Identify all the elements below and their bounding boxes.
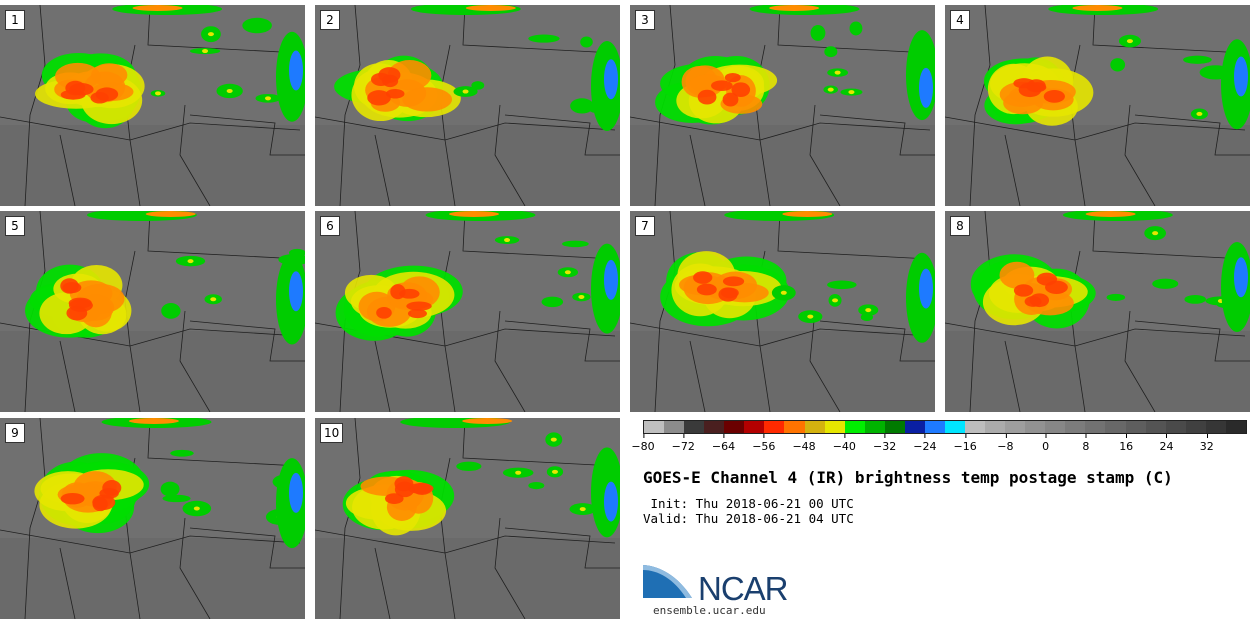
colorbar-swatch: [1205, 421, 1226, 433]
member-number: 3: [635, 10, 655, 30]
colorbar-swatch: [664, 421, 685, 433]
ir-map: [945, 5, 1250, 206]
colorbar-tick-label: −48: [792, 434, 816, 453]
colorbar-tick-label: −64: [712, 434, 735, 453]
colorbar-swatch: [1145, 421, 1166, 433]
colorbar-swatch: [824, 421, 845, 433]
colorbar-swatch: [644, 421, 665, 433]
colorbar-swatch: [944, 421, 965, 433]
colorbar-tick-label: 24: [1159, 434, 1173, 453]
colorbar-swatch: [1225, 421, 1246, 433]
member-number: 5: [5, 216, 25, 236]
member-number: 9: [5, 423, 25, 443]
postage-stamp-3: 3: [630, 5, 935, 206]
colorbar-swatch: [1065, 421, 1086, 433]
ir-map: [630, 5, 935, 206]
colorbar-tick-label: −8: [997, 434, 1014, 453]
colorbar-swatch: [1005, 421, 1026, 433]
postage-stamp-9: 9: [0, 418, 305, 619]
ir-map: [315, 211, 620, 412]
postage-stamp-8: 8: [945, 211, 1250, 412]
colorbar-ticks: −80 −72 −64 −56 −48 −40 −32 −24 −16 −8 0 8 16 24 32: [631, 434, 1247, 458]
ir-map: [945, 211, 1250, 412]
member-number: 6: [320, 216, 340, 236]
colorbar-tick-label: −16: [954, 434, 977, 453]
colorbar-swatch: [704, 421, 725, 433]
postage-stamp-6: 6: [315, 211, 620, 412]
colorbar-swatch: [784, 421, 805, 433]
member-number: 1: [5, 10, 25, 30]
colorbar-tick-label: −24: [913, 434, 936, 453]
valid-time: Valid: Thu 2018-06-21 04 UTC: [643, 511, 854, 526]
ncar-wordmark: NCAR: [698, 570, 788, 605]
colorbar-swatch: [864, 421, 885, 433]
colorbar-tick-label: −40: [833, 434, 856, 453]
colorbar-swatch: [804, 421, 825, 433]
init-time: Init: Thu 2018-06-21 00 UTC: [643, 496, 854, 511]
colorbar-swatch: [1165, 421, 1186, 433]
colorbar-tick-label: 16: [1119, 434, 1133, 453]
colorbar-tick-label: −56: [752, 434, 775, 453]
colorbar-swatch: [965, 421, 986, 433]
postage-stamp-4: 4: [945, 5, 1250, 206]
colorbar-swatch: [844, 421, 865, 433]
colorbar-swatch: [985, 421, 1006, 433]
temperature-colorbar: [643, 420, 1247, 434]
colorbar-swatch: [1085, 421, 1106, 433]
colorbar-swatch: [764, 421, 785, 433]
ir-map: [315, 418, 620, 619]
colorbar-swatch: [684, 421, 705, 433]
colorbar-swatch: [924, 421, 945, 433]
member-number: 10: [320, 423, 344, 443]
colorbar-swatch: [1185, 421, 1206, 433]
postage-stamp-7: 7: [630, 211, 935, 412]
colorbar-tick-label: 32: [1200, 434, 1214, 453]
product-title: GOES-E Channel 4 (IR) brightness temp po…: [643, 468, 1173, 487]
website-link[interactable]: ensemble.ucar.edu: [653, 604, 766, 617]
ir-map: [315, 5, 620, 206]
member-number: 2: [320, 10, 340, 30]
colorbar-swatch: [904, 421, 925, 433]
ncar-logo: NCAR: [643, 565, 789, 605]
ir-map: [630, 211, 935, 412]
colorbar-tick-label: 8: [1082, 434, 1089, 453]
postage-stamp-1: 1: [0, 5, 305, 206]
colorbar-swatch: [1105, 421, 1126, 433]
postage-stamp-10: 10: [315, 418, 620, 619]
colorbar-tick-label: −72: [672, 434, 695, 453]
colorbar-swatch: [1125, 421, 1146, 433]
postage-stamp-2: 2: [315, 5, 620, 206]
colorbar-swatch: [884, 421, 905, 433]
colorbar-tick-label: 0: [1042, 434, 1049, 453]
colorbar-swatch: [744, 421, 765, 433]
member-number: 8: [950, 216, 970, 236]
colorbar-swatch: [724, 421, 745, 433]
ir-map: [0, 418, 305, 619]
ir-map: [0, 211, 305, 412]
colorbar-tick-label: −32: [873, 434, 896, 453]
ir-map: [0, 5, 305, 206]
colorbar-tick-label: −80: [631, 434, 655, 453]
colorbar-swatch: [1025, 421, 1046, 433]
member-number: 7: [635, 216, 655, 236]
postage-stamp-5: 5: [0, 211, 305, 412]
member-number: 4: [950, 10, 970, 30]
colorbar-swatch: [1045, 421, 1066, 433]
